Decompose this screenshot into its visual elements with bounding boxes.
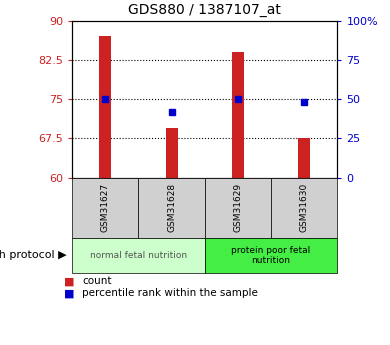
Text: growth protocol ▶: growth protocol ▶	[0, 250, 66, 260]
Text: percentile rank within the sample: percentile rank within the sample	[82, 288, 258, 298]
Bar	[99, 37, 111, 178]
Text: normal fetal nutrition: normal fetal nutrition	[90, 251, 187, 260]
Bar	[298, 138, 310, 178]
Text: protein poor fetal
nutrition: protein poor fetal nutrition	[231, 246, 311, 265]
Text: ■: ■	[64, 288, 75, 298]
Text: GSM31627: GSM31627	[101, 183, 110, 233]
Text: GSM31630: GSM31630	[300, 183, 309, 233]
Text: count: count	[82, 276, 112, 286]
Text: ■: ■	[64, 276, 75, 286]
Text: GSM31628: GSM31628	[167, 183, 176, 233]
Bar	[232, 52, 244, 178]
Text: GSM31629: GSM31629	[233, 183, 243, 233]
Title: GDS880 / 1387107_at: GDS880 / 1387107_at	[128, 3, 281, 17]
Bar	[166, 128, 177, 178]
